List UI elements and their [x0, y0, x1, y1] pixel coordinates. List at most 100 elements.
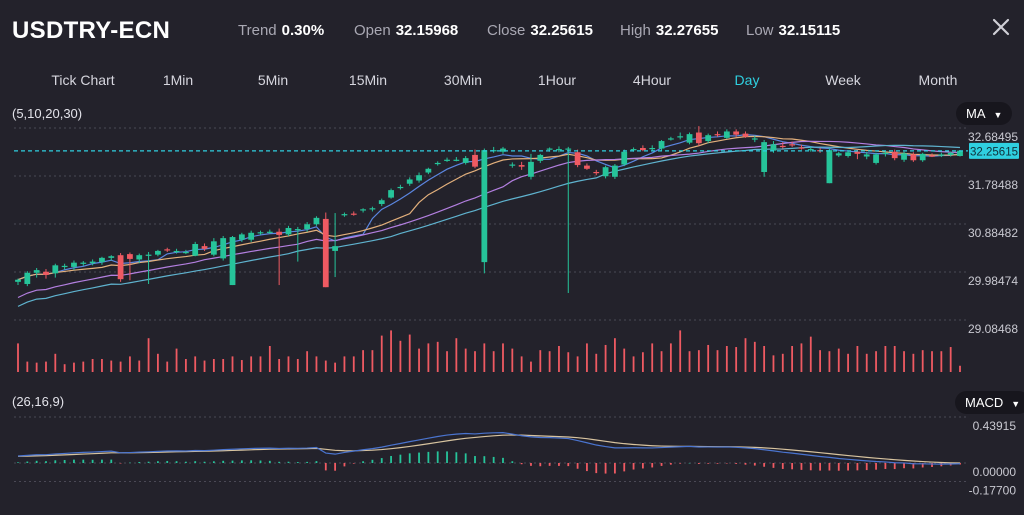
tab-30min[interactable]: 30Min — [443, 72, 483, 88]
candle-body — [416, 175, 422, 181]
candle — [779, 142, 786, 149]
candle-body — [61, 265, 68, 268]
volume-bar — [567, 352, 570, 372]
candle — [294, 226, 301, 262]
macd-histogram-bar — [446, 451, 448, 463]
macd-histogram-bar — [893, 463, 896, 470]
current-price-label: 32.25615 — [970, 146, 1018, 158]
macd-histogram-bar — [931, 463, 933, 467]
macd-histogram-bar — [492, 456, 495, 463]
volume-bar — [203, 360, 206, 372]
volume-bar — [660, 351, 663, 372]
price-tick-label: 32.68495 — [968, 130, 1018, 144]
macd-histogram-bar — [539, 463, 542, 467]
stat-value: 32.15968 — [395, 22, 459, 39]
candle-body — [518, 165, 525, 167]
candle — [350, 211, 357, 216]
macd-histogram-bar — [679, 463, 682, 464]
candle-body — [248, 232, 255, 240]
volume-bar — [623, 348, 626, 372]
candle — [789, 141, 796, 147]
candle — [99, 256, 105, 265]
macd-histogram-bar — [63, 460, 66, 463]
volume-bar — [828, 351, 831, 372]
candle — [751, 135, 758, 143]
candle-body — [444, 159, 450, 161]
volume-bar — [884, 346, 887, 372]
ma-params-label: (5,10,20,30) — [12, 106, 83, 121]
stat-high: High 32.27655 — [620, 22, 718, 39]
volume-bar — [427, 343, 430, 372]
candle — [425, 167, 432, 175]
macd-histogram-bar — [212, 461, 215, 463]
macd-histogram-bar — [231, 460, 234, 463]
tab-1min[interactable]: 1Min — [162, 72, 194, 88]
candle — [89, 259, 96, 266]
volume-bar — [688, 351, 691, 372]
tab-day[interactable]: Day — [734, 72, 760, 88]
candle-body — [854, 151, 861, 154]
macd-histogram-bar — [390, 455, 392, 463]
price-tick-label: 29.08468 — [968, 322, 1018, 336]
volume-bar — [362, 350, 364, 372]
volume-bar — [641, 352, 644, 372]
tab-week[interactable]: Week — [825, 72, 861, 88]
candle-body — [173, 250, 180, 253]
macd-histogram-bar — [856, 463, 859, 471]
candle — [639, 145, 646, 152]
candle — [723, 129, 730, 139]
candle — [360, 208, 366, 213]
volume-bar — [371, 350, 374, 372]
macd-indicator-dropdown[interactable]: MACD ▼ — [955, 391, 1024, 414]
macd-histogram-bar — [287, 461, 290, 463]
volume-bar — [735, 347, 738, 372]
stat-open: Open 32.15968 — [354, 22, 458, 39]
stat-label: Close — [487, 22, 526, 39]
candle-body — [835, 153, 842, 156]
macd-histogram-bar — [101, 459, 103, 463]
macd-histogram-bar — [735, 463, 738, 464]
ma-indicator-dropdown[interactable]: MA ▼ — [956, 102, 1013, 125]
ma10-line — [17, 135, 961, 281]
candle — [556, 146, 562, 153]
macd-histogram-bar — [91, 459, 94, 463]
candle-body — [15, 279, 21, 282]
macd-histogram-bar — [558, 463, 560, 466]
tab-5min[interactable]: 5Min — [257, 72, 289, 88]
price-tick-label: 31.78488 — [968, 178, 1018, 192]
stat-label: Trend — [238, 22, 277, 39]
volume-bar — [212, 359, 215, 372]
candle-body — [229, 237, 236, 286]
tab-tick-chart[interactable]: Tick Chart — [51, 72, 115, 88]
macd-histogram-bar — [837, 463, 840, 471]
close-button[interactable] — [988, 14, 1014, 40]
macd-histogram-bar — [184, 461, 187, 463]
candle-body — [612, 165, 618, 177]
candle-body — [873, 154, 879, 163]
candle — [127, 252, 133, 281]
candle-body — [742, 133, 749, 137]
ma-dropdown-label: MA — [966, 106, 986, 121]
candle — [182, 249, 189, 255]
macd-histogram-bar — [641, 463, 644, 469]
candle-body — [705, 135, 712, 142]
macd-histogram-bar — [362, 461, 364, 463]
candle-body — [43, 271, 49, 275]
candle-body — [369, 208, 376, 210]
tab-15min[interactable]: 15Min — [348, 72, 388, 88]
tab-month[interactable]: Month — [918, 72, 958, 88]
candle-body — [574, 152, 581, 166]
macd-histogram-bar — [548, 463, 551, 466]
volume-bar — [231, 356, 234, 372]
volume-bar — [586, 343, 588, 372]
candle-body — [322, 218, 329, 288]
candle — [835, 151, 842, 158]
candle — [667, 136, 674, 141]
candle — [518, 161, 525, 170]
volume-bar — [912, 353, 915, 372]
volume-bar — [800, 343, 803, 372]
tab-4hour[interactable]: 4Hour — [632, 72, 672, 88]
tab-1hour[interactable]: 1Hour — [537, 72, 577, 88]
candle-body — [621, 151, 628, 165]
